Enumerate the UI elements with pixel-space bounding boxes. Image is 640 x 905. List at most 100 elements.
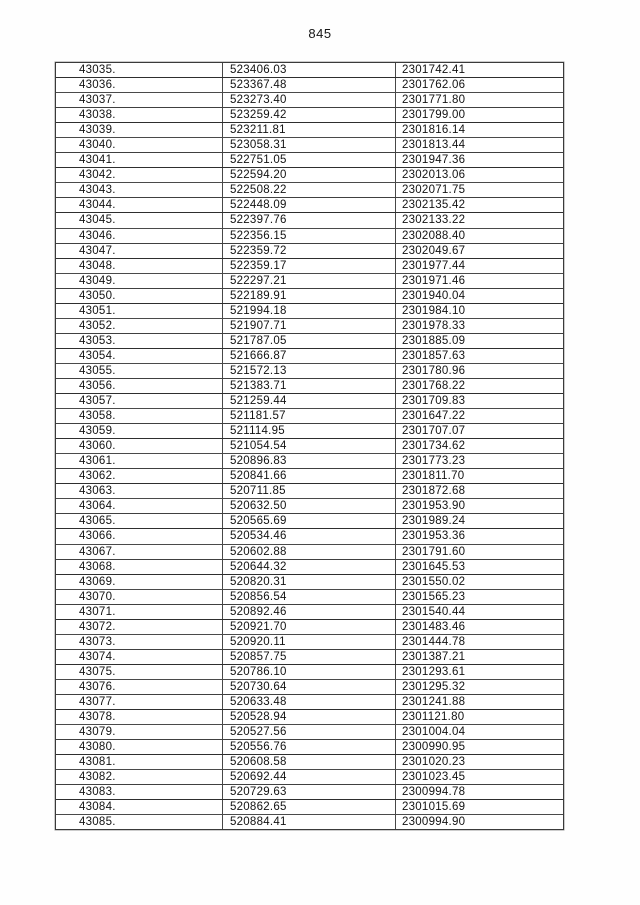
row-easting-cell: 520633.48: [223, 694, 396, 710]
table-row: 43083. 520729.63 2300994.78: [56, 785, 563, 801]
row-easting-cell: 520528.94: [223, 710, 396, 725]
row-northing-cell: 2301768.22: [402, 380, 466, 392]
row-easting-cell: 520884.41: [223, 815, 396, 830]
row-northing-cell: 2301947.36: [402, 154, 466, 167]
row-index-cell: 43084.: [56, 800, 223, 815]
row-easting-cell: 522297.21: [223, 273, 396, 288]
row-northing-cell: 2300990.95: [402, 741, 466, 754]
row-northing-cell: 2300994.78: [402, 786, 466, 799]
row-index-cell: 43071.: [56, 604, 223, 619]
row-easting-cell: 522189.91: [223, 288, 396, 303]
row-index-cell: 43067.: [56, 544, 223, 559]
row-index-cell: 43038.: [56, 108, 223, 123]
row-index-cell: 43074.: [56, 649, 223, 664]
row-northing-cell: 2302071.75: [402, 184, 466, 197]
row-northing-cell: 2301444.78: [402, 635, 466, 648]
row-northing-cell: 2301780.96: [402, 364, 466, 377]
row-easting-cell: 520632.50: [223, 499, 396, 514]
row-easting-cell: 520820.31: [223, 574, 396, 589]
row-easting-cell: 520856.54: [223, 589, 396, 604]
row-northing-cell: 2301773.23: [402, 455, 466, 468]
table-row: 43059. 521114.95 2301707.07: [56, 424, 563, 440]
table-row: 43064. 520632.50 2301953.90: [56, 499, 563, 515]
row-northing-cell: 2301709.83: [402, 395, 466, 408]
row-northing-cell: 2301885.09: [402, 334, 466, 347]
row-index-cell: 43082.: [56, 770, 223, 785]
row-northing-cell: 2301241.88: [402, 695, 466, 708]
table-row: 43067. 520602.88 2301791.60: [56, 544, 563, 560]
row-index-cell: 43041.: [56, 153, 223, 168]
row-northing-cell: 2301977.44: [402, 259, 466, 272]
table-row: 43042. 522594.20 2302013.06: [56, 168, 563, 184]
row-index-cell: 43053.: [56, 333, 223, 348]
row-index-cell: 43056.: [56, 378, 223, 394]
row-easting-cell: 520527.56: [223, 725, 396, 740]
row-easting-cell: 520534.46: [223, 529, 396, 544]
table-row: 43047. 522359.72 2302049.67: [56, 243, 563, 259]
row-index-cell: 43040.: [56, 138, 223, 153]
row-index-cell: 43047.: [56, 243, 223, 258]
row-index-cell: 43083.: [56, 785, 223, 800]
row-index-cell: 43043.: [56, 183, 223, 198]
row-northing-cell: 2301816.14: [402, 124, 466, 137]
table-row: 43057. 521259.44 2301709.83: [56, 394, 563, 410]
row-northing-cell: 2300994.90: [402, 816, 466, 829]
table-row: 43077. 520633.48 2301241.88: [56, 694, 563, 711]
table-row: 43085. 520884.41 2300994.90: [56, 815, 563, 830]
row-easting-cell: 523406.03: [223, 63, 396, 78]
table-row: 43046. 522356.15 2302088.40: [56, 228, 563, 244]
table-row: 43082. 520692.44 2301023.45: [56, 770, 563, 786]
table-row: 43070. 520856.54 2301565.23: [56, 589, 563, 605]
row-easting-cell: 522751.05: [223, 153, 396, 168]
row-easting-cell: 521181.57: [223, 409, 396, 424]
table-row: 43071. 520892.46 2301540.44: [56, 604, 563, 620]
row-index-cell: 43054.: [56, 348, 223, 363]
table-row: 43037. 523273.40 2301771.80: [56, 93, 563, 109]
row-northing-cell: 2301811.70: [402, 470, 465, 483]
row-northing-cell: 2301023.45: [402, 771, 466, 784]
row-northing-cell: 2302088.40: [402, 229, 466, 242]
row-northing-cell: 2301953.36: [402, 530, 466, 543]
row-northing-cell: 2302133.22: [402, 214, 466, 227]
table-row: 43080. 520556.76 2300990.95: [56, 740, 563, 756]
row-easting-cell: 520862.65: [223, 800, 396, 815]
row-index-cell: 43066.: [56, 529, 223, 544]
row-easting-cell: 520556.76: [223, 740, 396, 755]
row-index-cell: 43050.: [56, 288, 223, 303]
row-index-cell: 43052.: [56, 318, 223, 333]
row-easting-cell: 521383.71: [223, 378, 396, 394]
row-easting-cell: 521907.71: [223, 318, 396, 333]
row-northing-cell: 2301813.44: [402, 139, 466, 152]
row-index-cell: 43076.: [56, 679, 223, 694]
row-easting-cell: 520729.63: [223, 785, 396, 800]
table-row: 43051. 521994.18 2301984.10: [56, 303, 563, 319]
row-northing-cell: 2301540.44: [402, 605, 466, 618]
table-row: 43049. 522297.21 2301971.46: [56, 273, 563, 289]
row-index-cell: 43045.: [56, 213, 223, 228]
row-index-cell: 43060.: [56, 439, 223, 454]
row-easting-cell: 521994.18: [223, 303, 396, 318]
table-row: 43061. 520896.83 2301773.23: [56, 454, 563, 470]
row-index-cell: 43057.: [56, 394, 223, 409]
row-easting-cell: 523367.48: [223, 78, 396, 93]
row-index-cell: 43036.: [56, 78, 223, 93]
table-row: 43073. 520920.11 2301444.78: [56, 634, 563, 650]
row-index-cell: 43037.: [56, 93, 223, 108]
row-index-cell: 43073.: [56, 634, 223, 649]
row-northing-cell: 2301707.07: [402, 425, 466, 438]
row-northing-cell: 2301387.21: [402, 650, 466, 663]
row-northing-cell: 2301940.04: [402, 289, 466, 302]
row-easting-cell: 521054.54: [223, 439, 396, 454]
row-easting-cell: 520711.85: [223, 484, 396, 499]
row-northing-cell: 2301984.10: [402, 304, 466, 317]
table-row: 43062. 520841.66 2301811.70: [56, 469, 563, 485]
row-easting-cell: 520786.10: [223, 664, 396, 679]
table-row: 43081. 520608.58 2301020.23: [56, 755, 563, 771]
table-row: 43058. 521181.57 2301647.22: [56, 409, 563, 425]
row-index-cell: 43046.: [56, 228, 223, 243]
row-easting-cell: 522594.20: [223, 168, 396, 183]
row-easting-cell: 523259.42: [223, 108, 396, 123]
row-easting-cell: 520841.66: [223, 469, 396, 484]
row-index-cell: 43059.: [56, 424, 223, 439]
